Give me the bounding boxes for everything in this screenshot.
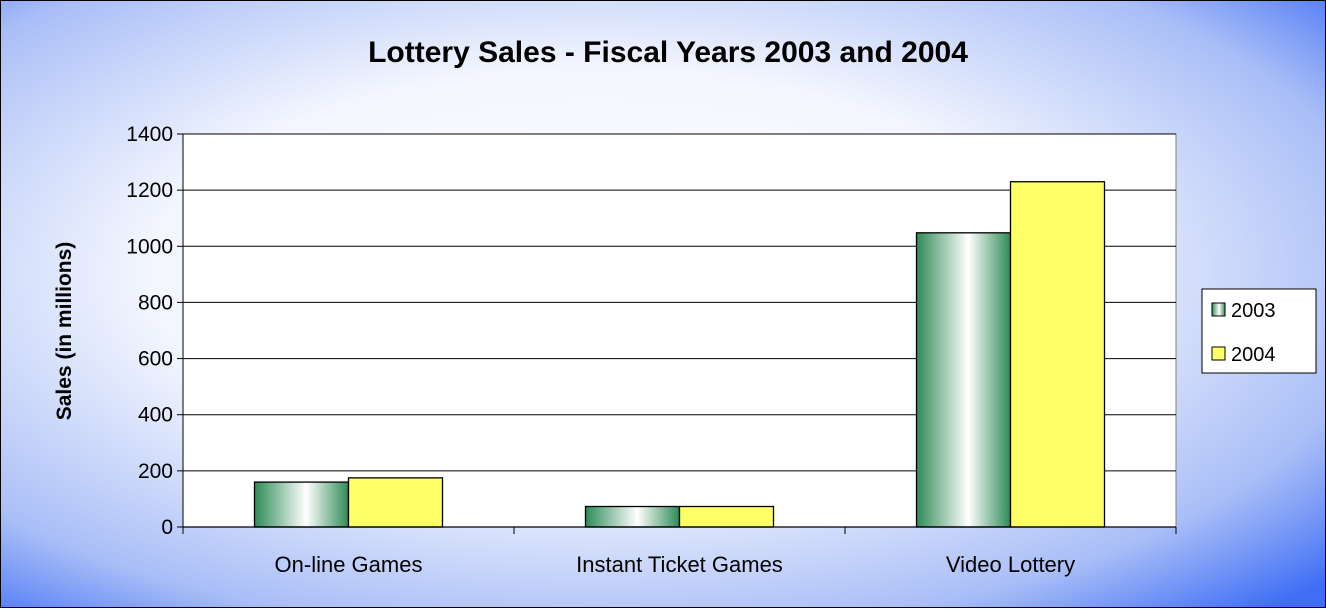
bar-2004-on-line-games bbox=[347, 477, 444, 528]
y-tick-labels: 0 200 400 600 800 1000 1200 1400 bbox=[126, 123, 173, 539]
y-tick-label: 600 bbox=[138, 348, 173, 371]
legend: 2003 2004 bbox=[1201, 288, 1317, 374]
y-axis-label: Sales (in millions) bbox=[53, 242, 76, 421]
bar-2003-video-lottery bbox=[915, 232, 1012, 528]
y-tick-label: 400 bbox=[138, 404, 173, 427]
legend-swatch-2003 bbox=[1211, 302, 1226, 317]
x-tick-label: On-line Games bbox=[275, 552, 423, 577]
x-tick-label: Video Lottery bbox=[946, 552, 1075, 577]
bar-2004-instant-ticket-games bbox=[678, 505, 775, 528]
y-tick-label: 1000 bbox=[126, 235, 173, 258]
bars bbox=[253, 181, 1106, 528]
legend-label-2004: 2004 bbox=[1231, 344, 1276, 366]
legend-swatch-2004 bbox=[1211, 346, 1226, 361]
y-tick-label: 200 bbox=[138, 460, 173, 483]
x-tick-label: Instant Ticket Games bbox=[576, 552, 783, 577]
bar-2004-video-lottery bbox=[1009, 181, 1106, 528]
axes bbox=[182, 134, 1177, 534]
chart-title: Lottery Sales - Fiscal Years 2003 and 20… bbox=[368, 36, 968, 69]
bar-2003-on-line-games bbox=[253, 481, 350, 528]
y-tick-label: 1200 bbox=[126, 179, 173, 202]
bar-2003-instant-ticket-games bbox=[584, 505, 681, 528]
legend-label-2003: 2003 bbox=[1231, 300, 1276, 322]
y-tick-label: 800 bbox=[138, 291, 173, 314]
y-tick-label: 0 bbox=[161, 516, 173, 539]
y-tick-label: 1400 bbox=[126, 123, 173, 146]
x-tick-labels: On-line Games Instant Ticket Games Video L… bbox=[275, 552, 1076, 577]
